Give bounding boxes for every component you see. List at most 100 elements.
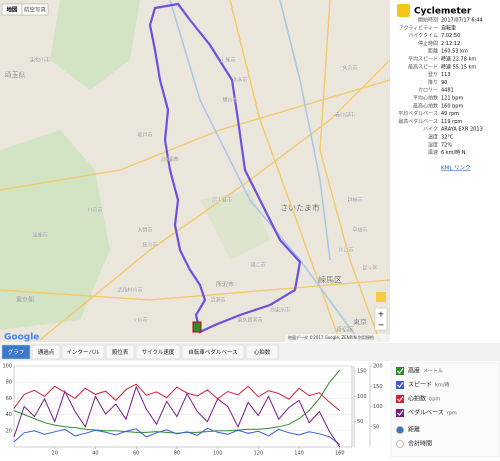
tab-label[interactable]: インターバル: [67, 348, 100, 356]
kml-link[interactable]: KML リンク: [441, 165, 471, 172]
x-tick-label: 140: [294, 451, 304, 457]
y-tick-label: 60: [6, 396, 12, 402]
info-label: 温度: [428, 134, 438, 141]
map-label: 清瀬市: [210, 297, 225, 304]
legend-checkbox[interactable]: [396, 381, 404, 389]
legend-checkbox[interactable]: [396, 367, 404, 375]
legend: [390, 362, 500, 458]
x-tick-label: 100: [213, 451, 223, 457]
info-label: 湿度: [428, 141, 438, 148]
series-line: [13, 427, 341, 445]
info-value: 4481: [441, 88, 454, 94]
map-label: 東京都: [16, 296, 34, 304]
map-brand: Google: [4, 333, 39, 343]
legend-label: 高度: [408, 367, 420, 375]
map-label: 草加市: [352, 227, 367, 234]
map-label: 上尾市: [220, 57, 235, 64]
legend-label: ペダルベース: [408, 409, 444, 417]
y-tick-label: 100: [357, 394, 367, 400]
map-label: 桶川市: [222, 97, 237, 104]
series-line: [13, 369, 341, 434]
map-label: 狭山市: [142, 242, 157, 249]
info-label: カロリー: [418, 88, 438, 94]
info-label: 開始時刻: [418, 17, 438, 24]
tab[interactable]: [245, 344, 279, 360]
radio-label[interactable]: 距離: [408, 426, 420, 434]
info-value: 49 rpm: [441, 111, 459, 117]
y-tick-label: 100: [373, 404, 383, 410]
start-marker[interactable]: [192, 321, 202, 333]
map-button-label[interactable]: 航空写真: [24, 6, 47, 14]
tab[interactable]: [1, 344, 31, 360]
info-label: 風速: [428, 150, 438, 156]
pegman[interactable]: [376, 292, 386, 302]
tab[interactable]: [105, 344, 135, 360]
x-tick-label: 20: [52, 451, 58, 457]
tab-label[interactable]: 通過点: [38, 348, 55, 356]
legend-unit: rpm: [447, 411, 457, 417]
info-value: 時速 22.78 km: [441, 57, 476, 63]
y-tick-label: 50: [357, 419, 363, 425]
tab-label[interactable]: 自転車ペダルベース: [188, 348, 237, 356]
legend-checkbox[interactable]: [396, 409, 404, 417]
map-rivers: [169, 0, 361, 343]
check-mark: [397, 368, 404, 374]
map-label: さいたま市: [280, 203, 320, 213]
radio-button[interactable]: [396, 440, 404, 448]
map-label: 飯能市: [32, 232, 47, 239]
x-tick-label: 40: [92, 451, 98, 457]
map-button[interactable]: [21, 3, 49, 16]
map-terrain: [0, 0, 270, 330]
y-tick-label: 100: [2, 364, 12, 370]
map-label: 東久留米市: [237, 317, 262, 324]
check-mark: [397, 382, 404, 388]
check-mark: [397, 396, 404, 402]
info-value: 121 bpm: [441, 96, 463, 102]
y-tick-label: 50: [373, 424, 379, 430]
map-label: 東松山市: [30, 57, 50, 64]
app-logo: [397, 4, 410, 17]
map-label: 足立区: [362, 265, 377, 272]
y-tick-label: 80: [6, 380, 12, 386]
map-label: 越谷市: [347, 197, 362, 204]
map-label: 埼玉県: [5, 70, 26, 79]
info-value: 6 km/時 N: [441, 150, 466, 156]
tab[interactable]: [61, 344, 105, 360]
radio-label[interactable]: 合計時間: [408, 440, 432, 448]
series-line: [13, 385, 341, 448]
info-label: 最高ペダルベース: [398, 118, 438, 125]
map-label: 練馬区: [318, 275, 342, 285]
info-value: 72%: [441, 142, 452, 148]
tab-label[interactable]: 心拍数: [254, 348, 271, 356]
legend-checkbox[interactable]: [396, 395, 404, 403]
tab-label[interactable]: 順位表: [112, 348, 129, 356]
tab[interactable]: [181, 344, 245, 360]
radio-button[interactable]: [396, 426, 404, 434]
map-label: 所沢市: [216, 281, 234, 289]
info-label: 最高スピード: [408, 63, 438, 70]
info-panel: [390, 0, 500, 342]
zoom-out[interactable]: −: [378, 321, 385, 330]
map-label: 坂戸市: [137, 132, 152, 139]
map-label: 入間市: [137, 227, 152, 234]
y-tick-label: 200: [373, 364, 383, 370]
tab-label[interactable]: グラフ: [8, 348, 25, 356]
info-label: 停止時間: [418, 40, 438, 47]
zoom-control[interactable]: [374, 307, 388, 331]
x-tick-label: 120: [254, 451, 264, 457]
info-value: 90: [441, 80, 447, 86]
zoom-in[interactable]: +: [378, 310, 385, 319]
info-label: 平均ペダルベース: [398, 110, 438, 117]
x-tick-label: 60: [133, 451, 139, 457]
info-value: 7:02:50: [441, 33, 460, 39]
map-button-label[interactable]: 地図: [6, 6, 18, 14]
map-label: 東京: [353, 317, 367, 326]
map-label: 朝霞市: [250, 262, 265, 269]
x-tick-label: 160: [335, 451, 345, 457]
map-label: 立川市: [132, 317, 147, 324]
info-value: 2017/07/17 6:44: [441, 18, 483, 24]
tab[interactable]: [31, 344, 61, 360]
tab[interactable]: [135, 344, 181, 360]
tab-label[interactable]: サイクル速度: [142, 348, 175, 356]
